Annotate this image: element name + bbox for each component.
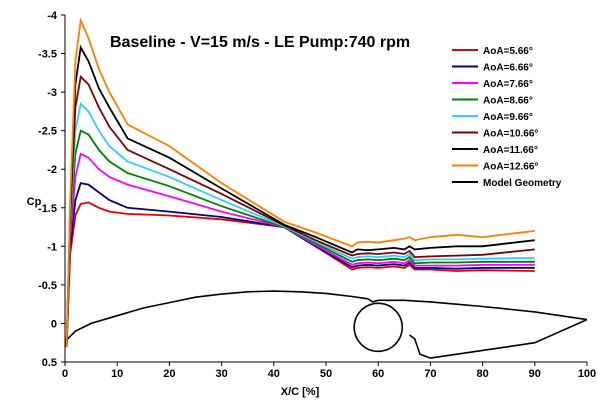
series-line-4 [65, 101, 535, 347]
x-tick-label: 20 [163, 368, 175, 380]
x-tick-label: 40 [268, 368, 280, 380]
legend-label: AoA=5.66° [483, 46, 533, 57]
x-tick-label: 10 [111, 368, 123, 380]
series-line-0 [65, 201, 535, 347]
x-tick-label: 50 [320, 368, 332, 380]
series-line-5 [65, 74, 535, 347]
x-tick-label: 90 [529, 368, 541, 380]
ticks-layer: 0 10 20 30 40 50 60 70 80 90 100 -4 -3.5 -3 -2.5 -2 -1.5… [38, 10, 596, 380]
series-line-6 [65, 44, 535, 347]
legend: AoA=5.66° AoA=6.66° AoA=7.66° AoA=8.66° AoA=… [452, 46, 562, 189]
y-tick-label: -0.5 [38, 280, 57, 292]
legend-label: AoA=7.66° [483, 79, 533, 90]
y-tick-label: -2 [47, 164, 57, 176]
legend-label: AoA=11.66° [483, 145, 538, 156]
x-tick-label: 30 [215, 368, 227, 380]
chart-title: Baseline - V=15 m/s - LE Pump:740 rpm [110, 34, 410, 51]
x-tick-label: 80 [476, 368, 488, 380]
legend-label: AoA=8.66° [483, 96, 533, 107]
series-line-3 [65, 129, 535, 347]
series-line-model-geometry [65, 290, 587, 359]
x-axis-title: X/C [%] [281, 386, 320, 398]
series-line-2 [65, 152, 535, 347]
plot-area [65, 15, 587, 362]
legend-label: AoA=10.66° [483, 129, 538, 140]
x-tick-label: 100 [578, 368, 596, 380]
y-tick-label: -1.5 [38, 203, 57, 215]
legend-label: AoA=9.66° [483, 112, 533, 123]
y-tick-label: -2.5 [38, 126, 57, 138]
model-geometry-hinge [353, 302, 404, 353]
series-layer [65, 17, 587, 359]
series-line-1 [65, 182, 535, 347]
y-tick-label: -4 [47, 10, 58, 22]
y-axis-title: Cp [27, 196, 42, 208]
legend-label: AoA=12.66° [483, 162, 538, 173]
x-tick-label: 60 [372, 368, 384, 380]
y-tick-label: -3.5 [38, 49, 57, 61]
x-tick-label: 70 [424, 368, 436, 380]
y-tick-label: -1 [47, 241, 57, 253]
x-tick-label: 0 [62, 368, 68, 380]
series-line-7 [65, 17, 535, 347]
y-tick-label: -3 [47, 87, 57, 99]
legend-label: Model Geometry [483, 178, 562, 189]
y-tick-label: 0.5 [42, 357, 57, 369]
y-tick-label: 0 [51, 318, 57, 330]
legend-label: AoA=6.66° [483, 63, 533, 74]
